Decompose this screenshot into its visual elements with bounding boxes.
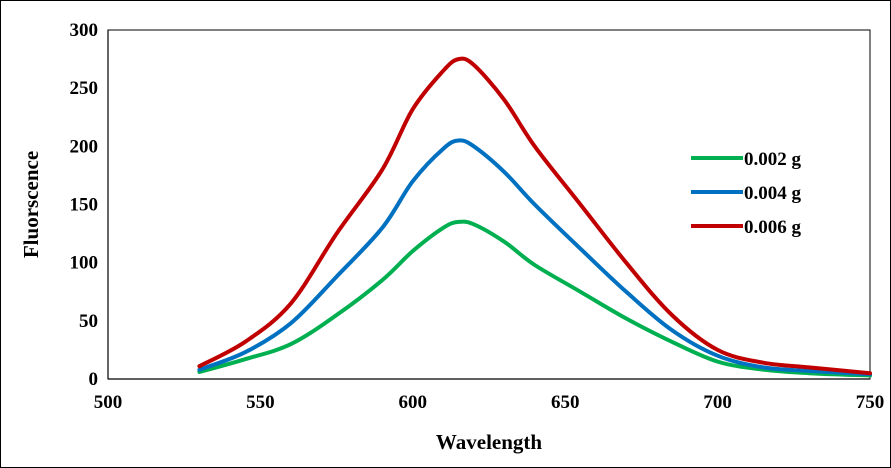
series-lines xyxy=(197,56,872,378)
legend-label-3: 0.006 g xyxy=(744,217,802,238)
y-tick-label-0: 0 xyxy=(89,369,99,390)
y-tick-labels: 0 50 100 150 200 250 300 xyxy=(70,20,99,390)
x-tick-label-1: 550 xyxy=(246,392,275,413)
plot-area xyxy=(107,29,871,380)
legend-label-1: 0.002 g xyxy=(744,149,802,170)
y-tick-label-6: 300 xyxy=(70,20,99,41)
x-tick-label-3: 650 xyxy=(551,392,580,413)
series-line-1 xyxy=(197,219,872,378)
y-tick-label-1: 50 xyxy=(79,311,98,332)
y-tick-label-2: 100 xyxy=(70,253,99,274)
y-axis-title: Fluorscence xyxy=(19,151,43,258)
x-tick-label-2: 600 xyxy=(399,392,428,413)
x-tick-label-5: 750 xyxy=(856,392,885,413)
legend: 0.002 g 0.004 g 0.006 g xyxy=(691,149,802,238)
y-tick-label-5: 250 xyxy=(70,78,99,99)
y-tick-label-3: 150 xyxy=(70,195,99,216)
series-line-2 xyxy=(197,138,872,377)
plot-border xyxy=(107,29,871,380)
x-tick-labels: 500 550 600 650 700 750 xyxy=(94,392,885,413)
x-axis-title: Wavelength xyxy=(436,430,542,454)
x-tick-label-4: 700 xyxy=(703,392,732,413)
series-line-3 xyxy=(197,56,872,376)
x-tick-label-0: 500 xyxy=(94,392,123,413)
y-tick-label-4: 200 xyxy=(70,136,99,157)
legend-label-2: 0.004 g xyxy=(744,183,802,204)
